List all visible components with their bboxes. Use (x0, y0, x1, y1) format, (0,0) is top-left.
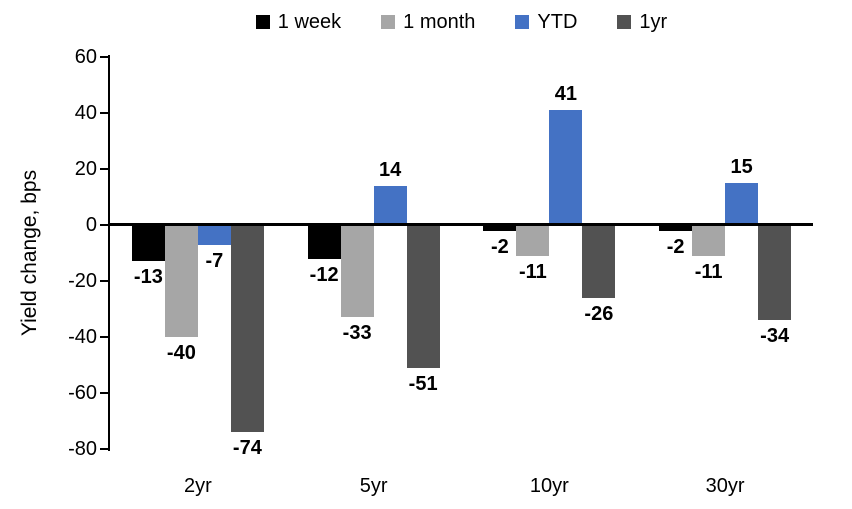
bar-1yr-5yr (406, 225, 440, 368)
y-tick-label: -60 (68, 382, 97, 404)
bar-YTD-5yr (373, 185, 407, 225)
bar-1-month-2yr (164, 225, 198, 337)
y-tick-label: 20 (74, 158, 97, 180)
bar-1-week-2yr (131, 225, 165, 262)
data-label: -26 (584, 302, 614, 325)
data-label: -11 (694, 260, 723, 283)
legend-swatch-icon (381, 15, 396, 29)
y-tick-mark (100, 336, 110, 338)
y-tick-mark (100, 224, 110, 226)
y-tick-mark (100, 168, 110, 170)
legend-label: 1yr (639, 10, 668, 33)
bar-1yr-10yr (582, 225, 616, 298)
bar-1-week-5yr (307, 225, 341, 259)
y-tick-label: -40 (68, 326, 97, 348)
legend-swatch-icon (255, 15, 270, 29)
data-label: -7 (205, 249, 224, 272)
data-label: -74 (232, 437, 262, 460)
y-tick-mark (100, 392, 110, 394)
y-tick-mark (100, 112, 110, 114)
data-label: -2 (666, 235, 685, 258)
y-tick-label: -80 (68, 438, 97, 460)
bar-1yr-2yr (230, 225, 264, 433)
bar-1-week-30yr (659, 225, 693, 231)
bar-YTD-10yr (549, 110, 583, 225)
bar-1-month-30yr (692, 225, 726, 256)
data-label: 15 (730, 156, 753, 178)
data-label: 41 (554, 83, 577, 106)
legend-swatch-icon (617, 15, 632, 29)
legend-label: YTD (537, 10, 578, 33)
x-category-label: 2yr (183, 475, 212, 497)
data-label: -2 (490, 235, 509, 258)
data-label: -11 (518, 260, 547, 283)
y-tick-label: 60 (74, 46, 97, 68)
bar-1-week-10yr (483, 225, 517, 231)
data-label: -12 (309, 263, 339, 286)
legend-item-1: 1 month (381, 11, 475, 34)
x-category-label: 10yr (529, 475, 569, 497)
data-label: -13 (133, 266, 163, 289)
legend-label: 1 week (277, 10, 342, 33)
legend-swatch-icon (515, 15, 530, 29)
y-tick-mark (100, 56, 110, 58)
data-label: 14 (379, 158, 402, 181)
x-category-label: 30yr (705, 475, 745, 497)
y-tick-label: 40 (74, 102, 97, 124)
legend-item-3: 1yr (617, 11, 667, 34)
chart-legend: 1 week 1 month YTD 1yr (110, 6, 813, 38)
y-tick-mark (100, 280, 110, 282)
zero-line (110, 223, 813, 226)
data-label: -34 (760, 325, 790, 348)
data-label: -40 (166, 342, 196, 364)
y-axis-title: Yield change, bps (18, 169, 41, 337)
bar-1yr-30yr (758, 225, 792, 321)
x-category-label: 5yr (359, 475, 388, 497)
bar-1-month-5yr (340, 225, 374, 318)
legend-item-0: 1 week (255, 10, 342, 34)
data-label: -33 (342, 322, 372, 345)
y-tick-label: 0 (85, 214, 97, 236)
data-label: -51 (408, 372, 438, 395)
bar-YTD-2yr (197, 225, 231, 245)
legend-item-2: YTD (515, 11, 577, 34)
bar-1-month-10yr (516, 225, 550, 256)
legend-label: 1 month (403, 10, 476, 33)
y-tick-mark (100, 448, 110, 450)
y-tick-label: -20 (68, 270, 97, 292)
y-axis-line (108, 55, 110, 451)
bar-YTD-30yr (725, 183, 759, 225)
